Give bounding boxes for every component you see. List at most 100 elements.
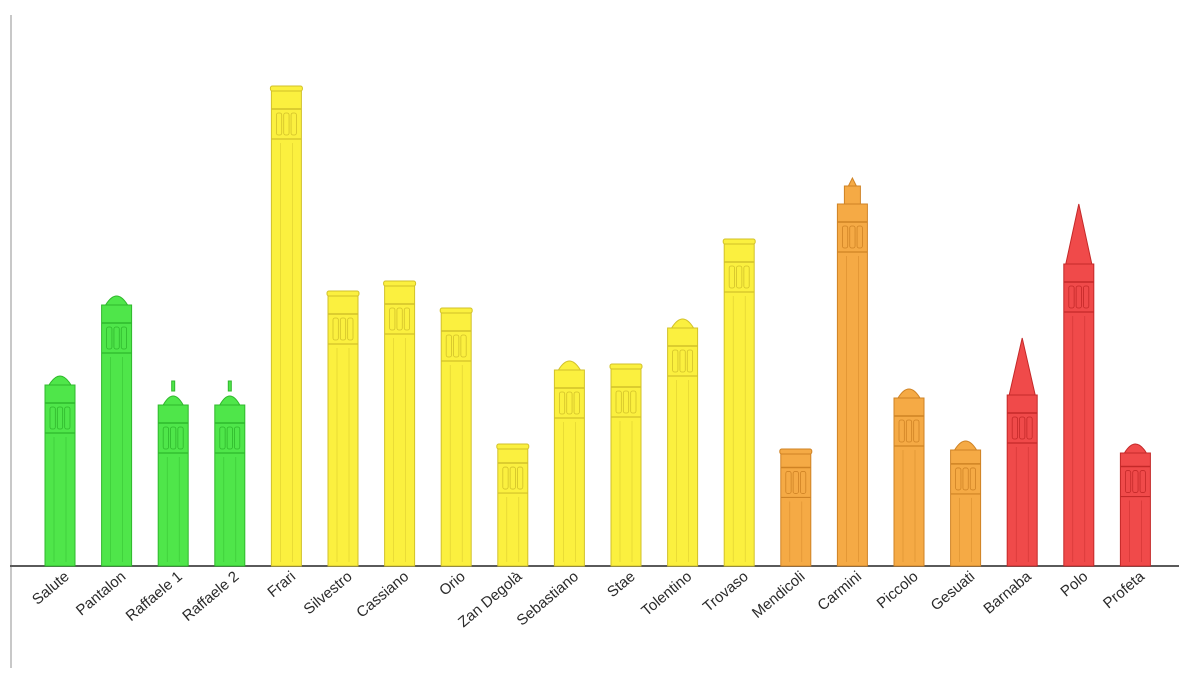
bar-window [170,426,177,450]
bar-window [566,391,573,415]
bar-window [969,467,976,491]
bar-window [177,426,184,450]
bar-body [893,397,925,567]
bar-window [800,471,807,494]
bar-body [101,304,133,567]
bar-body [780,453,812,567]
bar-window [913,419,920,443]
bar-body [667,327,699,567]
bar-spire [847,176,858,187]
bar-body [610,368,642,567]
bar-sebastiano [553,360,585,567]
bar-body [723,243,755,567]
tick-label-raffaele-1: Raffaele 1 [123,568,186,625]
bar-cassiano [383,280,417,567]
bar-window [792,471,799,494]
tick-label-orio: Orio [436,568,469,599]
bar-dome [897,388,921,399]
bar-body [497,448,529,567]
tick-label-polo: Polo [1057,568,1091,600]
bar-window [905,419,913,443]
bar-carmini [836,176,868,567]
bar-window [1139,470,1146,493]
bar-window [120,326,128,350]
bar-gesuati [950,440,982,567]
bar-window [290,112,297,136]
bar-window [573,391,580,415]
bar-body [157,404,189,567]
bar-window [403,307,410,331]
bar-window [672,349,679,373]
tick-label-silvestro: Silvestro [301,568,356,618]
bars-layer [44,85,1151,567]
bar-cap [779,448,813,455]
bar-window [113,326,120,350]
bar-body [327,295,359,567]
bar-window [1075,285,1082,309]
bar-body [214,404,246,567]
bar-body [836,203,868,567]
tick-label-frari: Frari [264,568,299,601]
bar-pantalon [101,295,133,567]
bar-salute [44,375,76,567]
bar-profeta [1119,443,1151,567]
tick-label-barnaba: Barnaba [980,568,1035,618]
bar-window [275,112,283,136]
bar-window [679,349,686,373]
bar-tolentino [667,318,699,567]
bar-cap [439,307,473,314]
tick-label-carmini: Carmini [814,568,865,614]
bar-cone [1065,203,1093,265]
bar-dome [557,360,582,371]
bar-cap [496,443,530,450]
bar-orio [439,307,473,567]
bar-window [502,466,509,490]
bar-lantern [843,185,861,205]
bar-window [842,225,849,249]
bar-cap [269,85,303,92]
bar-body [270,90,302,567]
bar-window [517,466,524,490]
bar-dome [670,318,695,329]
tick-label-cassiano: Cassiano [353,568,412,621]
bar-window [389,307,396,331]
bar-window [460,334,467,358]
tick-label-trovaso: Trovaso [700,568,752,616]
bar-dome [953,440,978,451]
bar-body [384,285,416,567]
bar-dome [104,295,129,306]
tick-label-sebastiano: Sebastiano [514,568,582,629]
bar-window [849,225,856,249]
bar-window [453,334,460,358]
bar-window [106,326,113,350]
tick-label-mendicoli: Mendicoli [749,568,808,622]
bar-window [630,390,637,414]
bar-barnaba [1006,337,1038,567]
tick-label-pantalon: Pantalon [73,568,129,619]
bar-silvestro [326,290,360,567]
tick-label-tolentino: Tolentino [638,568,695,620]
tick-label-gesuati: Gesuati [928,568,979,614]
bar-window [955,467,962,491]
bar-body [950,449,982,567]
bar-raffaele-1 [157,380,189,567]
bar-window [736,265,743,289]
tick-label-profeta: Profeta [1100,568,1148,613]
bar-window [1083,285,1090,309]
bar-body [1006,394,1038,567]
bar-window [64,406,71,430]
bar-window [234,426,241,450]
bar-window [162,426,169,450]
tick-label-raffaele-2: Raffaele 2 [179,568,242,625]
bar-window [347,317,354,341]
bar-window [49,406,56,430]
bar-dome [48,375,72,386]
bar-piccolo [893,388,925,567]
tick-label-zan-degol: Zan Degolà [455,568,526,631]
bar-window [56,406,64,430]
bar-window [1026,416,1033,440]
bar-window [559,391,566,415]
